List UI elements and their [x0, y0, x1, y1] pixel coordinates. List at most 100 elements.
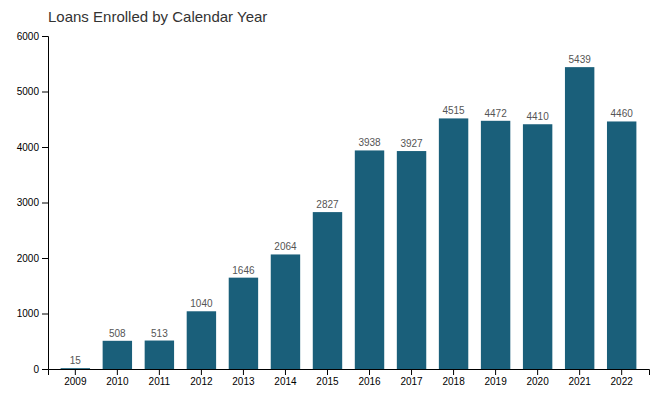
x-tick-mark: [495, 369, 496, 375]
x-tick-mark: [453, 369, 454, 375]
y-tick: 6000: [17, 31, 48, 42]
x-tick-label: 2011: [149, 376, 171, 387]
x-tick-label: 2019: [484, 376, 507, 387]
y-tick-mark: [42, 314, 48, 315]
chart-svg: 15 508 513 1040 1646 2064 2827 3938 3927 4515 4472…: [0, 0, 665, 399]
x-tick-mark: [411, 369, 412, 375]
y-tick: 4000: [17, 142, 48, 153]
x-tick: 2014: [274, 369, 297, 387]
y-tick-mark: [42, 147, 48, 148]
x-tick-label: 2013: [232, 376, 255, 387]
y-tick-mark: [42, 36, 48, 37]
plot-area: 15 508 513 1040 1646 2064 2827 3938 3927 4515 4472…: [17, 31, 650, 387]
data-label: 4410: [527, 111, 550, 122]
y-tick-mark: [42, 369, 48, 370]
data-label: 3938: [358, 137, 381, 148]
data-label: 15: [70, 355, 82, 366]
bar: [271, 254, 300, 369]
bar: [397, 151, 426, 369]
x-tick: 2016: [358, 369, 381, 387]
data-label: 5439: [569, 54, 592, 65]
bar: [103, 341, 132, 369]
x-tick: 2018: [442, 369, 465, 387]
y-tick: 0: [33, 364, 48, 375]
bar: [439, 118, 468, 369]
x-tick-mark: [327, 369, 328, 375]
x-tick-label: 2015: [316, 376, 339, 387]
bar: [313, 212, 342, 369]
y-tick-label: 1000: [17, 308, 40, 319]
y-tick: 3000: [17, 197, 48, 208]
bar: [565, 67, 594, 369]
x-tick-mark: [159, 369, 160, 375]
x-tick: 2020: [527, 369, 550, 387]
x-tick: 2013: [232, 369, 255, 387]
y-tick: 1000: [17, 308, 48, 319]
x-tick-label: 2012: [190, 376, 213, 387]
x-tick-mark: [75, 369, 76, 375]
bar: [61, 368, 90, 369]
y-tick-label: 4000: [17, 142, 40, 153]
y-tick-label: 2000: [17, 253, 40, 264]
x-tick-mark: [285, 369, 286, 375]
x-tick: 2010: [106, 369, 129, 387]
data-labels: 15 508 513 1040 1646 2064 2827 3938 3927 4515 4472…: [70, 54, 633, 366]
y-tick-mark: [42, 92, 48, 93]
data-label: 3927: [400, 138, 423, 149]
bar: [355, 150, 384, 369]
x-tick-label: 2021: [569, 376, 592, 387]
chart-container: 15 508 513 1040 1646 2064 2827 3938 3927 4515 4472…: [0, 0, 665, 399]
y-tick-label: 3000: [17, 197, 40, 208]
y-tick-mark: [42, 203, 48, 204]
data-label: 4472: [484, 108, 507, 119]
x-tick-mark: [369, 369, 370, 375]
x-tick-mark: [537, 369, 538, 375]
x-tick: 2019: [484, 369, 507, 387]
x-tick-label: 2010: [106, 376, 129, 387]
x-tick-mark: [201, 369, 202, 375]
x-axis-line: [49, 370, 650, 376]
x-tick-label: 2017: [400, 376, 423, 387]
x-tick-label: 2009: [64, 376, 87, 387]
data-label: 1646: [232, 265, 255, 276]
y-axis: 0 1000 2000 3000 4000 5000 6000: [17, 31, 49, 375]
bar: [481, 121, 510, 369]
data-label: 508: [109, 328, 126, 339]
data-label: 2064: [274, 241, 297, 252]
x-tick-mark: [243, 369, 244, 375]
x-tick: 2022: [611, 369, 634, 387]
chart-title: Loans Enrolled by Calendar Year: [48, 8, 267, 25]
bar: [229, 278, 258, 369]
x-tick: 2015: [316, 369, 339, 387]
x-tick-label: 2018: [442, 376, 465, 387]
bars: [61, 67, 637, 369]
y-tick-mark: [42, 258, 48, 259]
data-label: 2827: [316, 199, 339, 210]
x-tick-label: 2022: [611, 376, 634, 387]
x-tick-mark: [117, 369, 118, 375]
bar: [145, 341, 174, 369]
y-tick: 2000: [17, 253, 48, 264]
data-label: 4515: [442, 105, 465, 116]
y-axis-line: [42, 37, 49, 370]
data-label: 1040: [190, 298, 213, 309]
y-tick-label: 6000: [17, 31, 40, 42]
bar: [607, 121, 636, 369]
x-tick-mark: [579, 369, 580, 375]
x-tick: 2021: [569, 369, 592, 387]
x-tick-label: 2016: [358, 376, 381, 387]
x-tick-mark: [621, 369, 622, 375]
y-tick: 5000: [17, 86, 48, 97]
data-label: 513: [151, 328, 168, 339]
x-axis: 2009 2010 2011 2012 2013 2014 2015 2016 2017 2018…: [49, 369, 650, 387]
y-tick-label: 0: [33, 364, 39, 375]
x-tick-label: 2020: [527, 376, 550, 387]
bar: [187, 311, 216, 369]
x-tick: 2011: [149, 369, 171, 387]
bar: [523, 124, 552, 369]
x-tick: 2017: [400, 369, 423, 387]
x-tick: 2009: [64, 369, 87, 387]
data-label: 4460: [611, 108, 634, 119]
y-tick-label: 5000: [17, 86, 40, 97]
x-tick: 2012: [190, 369, 213, 387]
